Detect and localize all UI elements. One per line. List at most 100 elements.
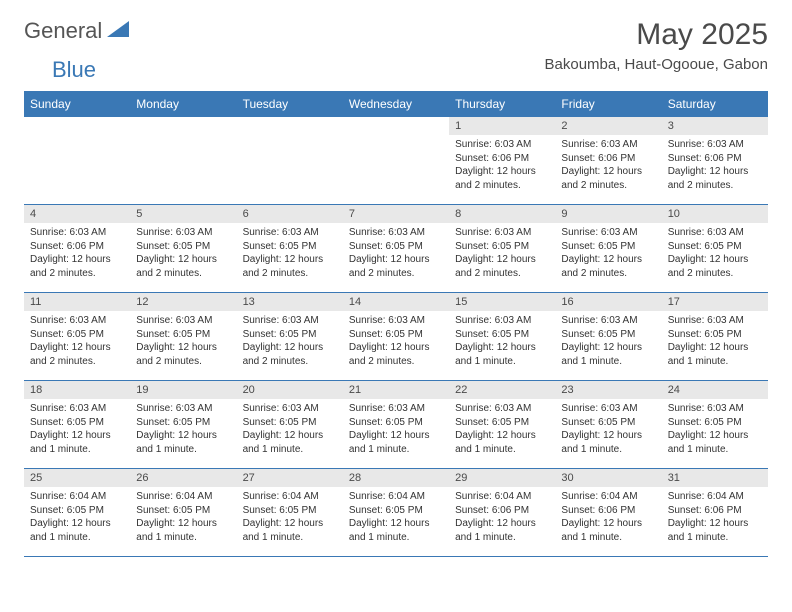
calendar-cell: 19Sunrise: 6:03 AMSunset: 6:05 PMDayligh… [130, 381, 236, 469]
sunset-text: Sunset: 6:05 PM [243, 416, 337, 430]
calendar-cell: 29Sunrise: 6:04 AMSunset: 6:06 PMDayligh… [449, 469, 555, 557]
calendar-row: 11Sunrise: 6:03 AMSunset: 6:05 PMDayligh… [24, 293, 768, 381]
sunrise-text: Sunrise: 6:04 AM [561, 490, 655, 504]
sunset-text: Sunset: 6:06 PM [455, 152, 549, 166]
day-data: Sunrise: 6:04 AMSunset: 6:06 PMDaylight:… [662, 487, 768, 547]
logo-triangle-icon [107, 21, 129, 42]
sunset-text: Sunset: 6:06 PM [30, 240, 124, 254]
calendar-cell [343, 117, 449, 205]
sunrise-text: Sunrise: 6:03 AM [455, 138, 549, 152]
daylight-text: Daylight: 12 hours and 1 minute. [561, 517, 655, 544]
day-data: Sunrise: 6:03 AMSunset: 6:06 PMDaylight:… [24, 223, 130, 283]
calendar-cell: 16Sunrise: 6:03 AMSunset: 6:05 PMDayligh… [555, 293, 661, 381]
day-number: 7 [343, 205, 449, 223]
logo-text-blue: Blue [52, 57, 96, 82]
calendar-cell: 17Sunrise: 6:03 AMSunset: 6:05 PMDayligh… [662, 293, 768, 381]
day-data: Sunrise: 6:03 AMSunset: 6:05 PMDaylight:… [130, 223, 236, 283]
sunset-text: Sunset: 6:05 PM [455, 416, 549, 430]
day-number: 27 [237, 469, 343, 487]
day-number: 26 [130, 469, 236, 487]
sunrise-text: Sunrise: 6:03 AM [136, 314, 230, 328]
daylight-text: Daylight: 12 hours and 2 minutes. [561, 253, 655, 280]
calendar-cell: 26Sunrise: 6:04 AMSunset: 6:05 PMDayligh… [130, 469, 236, 557]
sunrise-text: Sunrise: 6:03 AM [349, 402, 443, 416]
sunrise-text: Sunrise: 6:03 AM [30, 226, 124, 240]
calendar-cell: 6Sunrise: 6:03 AMSunset: 6:05 PMDaylight… [237, 205, 343, 293]
day-data: Sunrise: 6:03 AMSunset: 6:05 PMDaylight:… [24, 311, 130, 371]
daylight-text: Daylight: 12 hours and 1 minute. [668, 517, 762, 544]
calendar-cell: 30 Sunrise: 6:04 AMSunset: 6:06 PMDayligh… [555, 469, 661, 557]
daylight-text: Daylight: 12 hours and 1 minute. [349, 517, 443, 544]
calendar-cell: 12Sunrise: 6:03 AMSunset: 6:05 PMDayligh… [130, 293, 236, 381]
sunrise-text: Sunrise: 6:03 AM [243, 402, 337, 416]
sunset-text: Sunset: 6:06 PM [561, 504, 655, 518]
sunrise-text: Sunrise: 6:03 AM [455, 226, 549, 240]
day-number: 1 [449, 117, 555, 135]
day-data: Sunrise: 6:03 AMSunset: 6:05 PMDaylight:… [237, 223, 343, 283]
daylight-text: Daylight: 12 hours and 2 minutes. [136, 341, 230, 368]
sunrise-text: Sunrise: 6:03 AM [561, 226, 655, 240]
day-number: 14 [343, 293, 449, 311]
day-number: 10 [662, 205, 768, 223]
day-data: Sunrise: 6:03 AMSunset: 6:05 PMDaylight:… [237, 399, 343, 459]
daylight-text: Daylight: 12 hours and 1 minute. [668, 429, 762, 456]
day-data: Sunrise: 6:03 AMSunset: 6:05 PMDaylight:… [343, 311, 449, 371]
sunset-text: Sunset: 6:05 PM [349, 416, 443, 430]
calendar-row: 25Sunrise: 6:04 AMSunset: 6:05 PMDayligh… [24, 469, 768, 557]
day-data: Sunrise: 6:03 AMSunset: 6:06 PMDaylight:… [662, 135, 768, 195]
day-data: Sunrise: 6:03 AMSunset: 6:05 PMDaylight:… [449, 311, 555, 371]
calendar-cell: 28Sunrise: 6:04 AMSunset: 6:05 PMDayligh… [343, 469, 449, 557]
day-data: Sunrise: 6:03 AMSunset: 6:05 PMDaylight:… [555, 311, 661, 371]
calendar-cell [130, 117, 236, 205]
day-data: Sunrise: 6:03 AMSunset: 6:06 PMDaylight:… [555, 135, 661, 195]
day-data: Sunrise: 6:03 AMSunset: 6:05 PMDaylight:… [343, 223, 449, 283]
sunrise-text: Sunrise: 6:04 AM [349, 490, 443, 504]
day-data: Sunrise: 6:04 AMSunset: 6:05 PMDaylight:… [343, 487, 449, 547]
day-number: 29 [449, 469, 555, 487]
sunset-text: Sunset: 6:06 PM [668, 152, 762, 166]
daylight-text: Daylight: 12 hours and 2 minutes. [30, 253, 124, 280]
calendar-cell: 20Sunrise: 6:03 AMSunset: 6:05 PMDayligh… [237, 381, 343, 469]
day-data: Sunrise: 6:03 AMSunset: 6:05 PMDaylight:… [343, 399, 449, 459]
sunset-text: Sunset: 6:05 PM [668, 416, 762, 430]
sunrise-text: Sunrise: 6:04 AM [455, 490, 549, 504]
sunrise-text: Sunrise: 6:03 AM [668, 314, 762, 328]
calendar-cell: 31Sunrise: 6:04 AMSunset: 6:06 PMDayligh… [662, 469, 768, 557]
sunrise-text: Sunrise: 6:03 AM [30, 314, 124, 328]
sunset-text: Sunset: 6:05 PM [136, 416, 230, 430]
calendar-cell: 25Sunrise: 6:04 AMSunset: 6:05 PMDayligh… [24, 469, 130, 557]
daylight-text: Daylight: 12 hours and 1 minute. [30, 517, 124, 544]
day-number: 30 [555, 469, 661, 487]
calendar-row: 4Sunrise: 6:03 AMSunset: 6:06 PMDaylight… [24, 205, 768, 293]
day-data: Sunrise: 6:03 AMSunset: 6:05 PMDaylight:… [130, 311, 236, 371]
calendar-cell: 9Sunrise: 6:03 AMSunset: 6:05 PMDaylight… [555, 205, 661, 293]
calendar-cell: 27Sunrise: 6:04 AMSunset: 6:05 PMDayligh… [237, 469, 343, 557]
calendar-cell: 24Sunrise: 6:03 AMSunset: 6:05 PMDayligh… [662, 381, 768, 469]
day-data: Sunrise: 6:03 AMSunset: 6:05 PMDaylight:… [24, 399, 130, 459]
calendar-cell: 10Sunrise: 6:03 AMSunset: 6:05 PMDayligh… [662, 205, 768, 293]
daylight-text: Daylight: 12 hours and 1 minute. [349, 429, 443, 456]
day-number: 25 [24, 469, 130, 487]
day-data: Sunrise: 6:03 AMSunset: 6:05 PMDaylight:… [449, 399, 555, 459]
day-number: 2 [555, 117, 661, 135]
day-data: Sunrise: 6:03 AMSunset: 6:05 PMDaylight:… [662, 399, 768, 459]
daylight-text: Daylight: 12 hours and 2 minutes. [668, 253, 762, 280]
day-number: 28 [343, 469, 449, 487]
sunset-text: Sunset: 6:05 PM [349, 504, 443, 518]
day-number: 5 [130, 205, 236, 223]
sunset-text: Sunset: 6:05 PM [136, 504, 230, 518]
sunset-text: Sunset: 6:05 PM [455, 328, 549, 342]
sunset-text: Sunset: 6:05 PM [30, 504, 124, 518]
sunset-text: Sunset: 6:05 PM [349, 328, 443, 342]
day-number: 20 [237, 381, 343, 399]
calendar-row: 1Sunrise: 6:03 AMSunset: 6:06 PMDaylight… [24, 117, 768, 205]
day-number: 17 [662, 293, 768, 311]
daylight-text: Daylight: 12 hours and 1 minute. [136, 429, 230, 456]
day-data: Sunrise: 6:04 AMSunset: 6:05 PMDaylight:… [237, 487, 343, 547]
col-tuesday: Tuesday [237, 92, 343, 117]
sunset-text: Sunset: 6:05 PM [668, 240, 762, 254]
daylight-text: Daylight: 12 hours and 2 minutes. [455, 253, 549, 280]
daylight-text: Daylight: 12 hours and 1 minute. [243, 429, 337, 456]
daylight-text: Daylight: 12 hours and 1 minute. [668, 341, 762, 368]
header-row: Sunday Monday Tuesday Wednesday Thursday… [24, 92, 768, 117]
